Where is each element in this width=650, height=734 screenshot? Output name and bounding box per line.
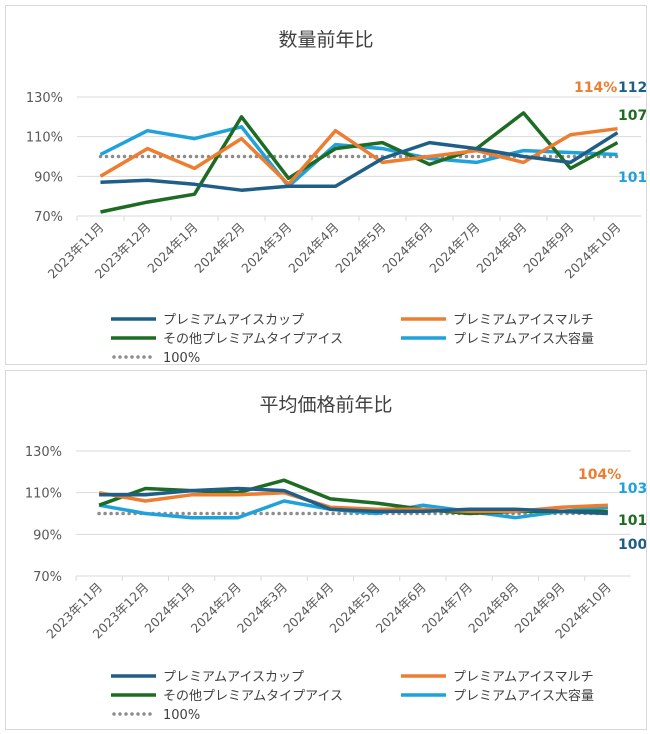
series-line-0 bbox=[100, 131, 619, 192]
end-label: 103% bbox=[618, 481, 646, 497]
quantity-chart-panel: 数量前年比 70% 90% 110% 130% 2023年11月 2023年12月 2024年… bbox=[5, 5, 647, 365]
price-chart: 平均価格前年比70%90%110%130%2023年11月2023年12月202… bbox=[25, 394, 646, 723]
legend-label: プレミアムアイス大容量 bbox=[453, 688, 594, 704]
chart-title: 平均価格前年比 bbox=[259, 394, 392, 416]
y-tick-label: 90% bbox=[33, 528, 62, 543]
legend-label: その他プレミアムタイプアイス bbox=[163, 689, 343, 704]
legend-label: 100% bbox=[163, 708, 200, 723]
end-label: 101% bbox=[618, 513, 646, 529]
y-tick-label: 110% bbox=[26, 131, 63, 146]
y-tick-label: 130% bbox=[25, 445, 62, 460]
quantity-chart: 数量前年比70%90%110%130%2023年11月2023年12月2024年… bbox=[26, 29, 646, 364]
price-chart-panel: 平均価格前年比 70% 90% 110% 130% 2023年11月 2023年12月 202… bbox=[5, 370, 647, 730]
legend-label: プレミアムアイスマルチ bbox=[453, 313, 594, 328]
legend-label: 100% bbox=[163, 351, 200, 364]
y-tick-label: 130% bbox=[26, 91, 63, 106]
y-tick-label: 90% bbox=[34, 170, 63, 185]
end-label: 100% bbox=[618, 537, 646, 553]
legend-label: プレミアムアイス大容量 bbox=[453, 331, 594, 347]
end-label: 112% bbox=[618, 80, 646, 96]
end-label: 104% bbox=[578, 467, 621, 483]
end-label: 114% bbox=[574, 80, 617, 96]
y-tick-label: 70% bbox=[34, 210, 63, 225]
legend-label: プレミアムアイスマルチ bbox=[453, 670, 594, 685]
y-tick-label: 110% bbox=[25, 487, 62, 502]
legend-label: その他プレミアムタイプアイス bbox=[163, 332, 343, 347]
legend-label: プレミアムアイスカップ bbox=[163, 313, 304, 328]
end-label: 101% bbox=[618, 170, 646, 186]
series-line-0 bbox=[99, 486, 608, 516]
y-tick-label: 70% bbox=[33, 570, 62, 585]
legend-label: プレミアムアイスカップ bbox=[163, 670, 304, 685]
end-label: 107% bbox=[618, 108, 646, 124]
chart-title: 数量前年比 bbox=[278, 29, 373, 51]
